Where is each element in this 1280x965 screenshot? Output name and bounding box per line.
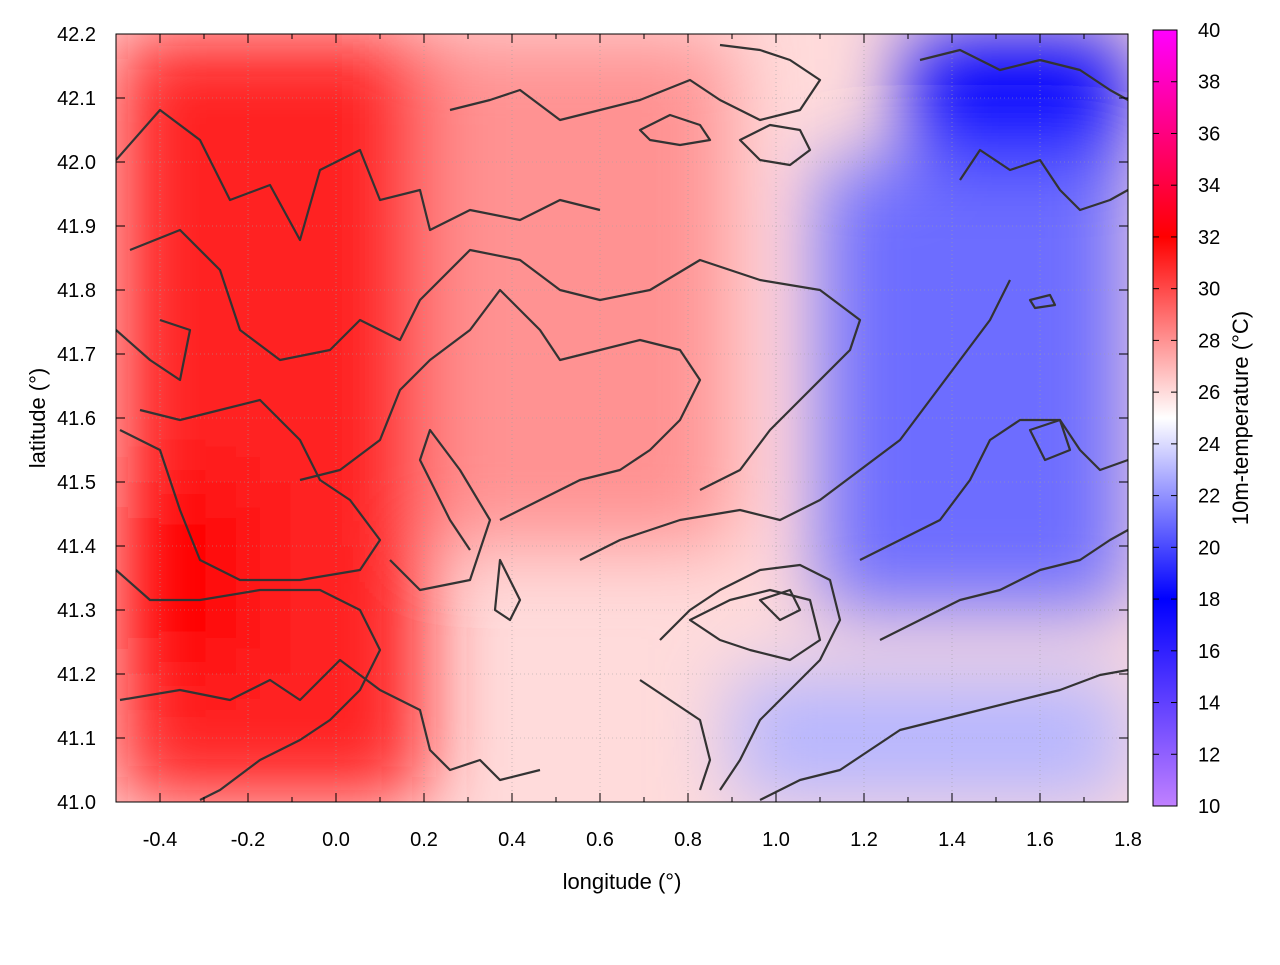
contour-line [299, 288, 702, 521]
x-tick-label: 0.0 [322, 829, 350, 851]
grid-lines [116, 33, 1129, 803]
colorbar-tick-label: 10 [1198, 796, 1220, 818]
contour-line [639, 679, 712, 791]
contour-line [638, 113, 712, 147]
contour-line [116, 569, 382, 801]
x-tick-label: 0.8 [674, 829, 702, 851]
contour-lines [116, 43, 1128, 801]
x-tick-label: 0.6 [586, 829, 614, 851]
x-tick-label: 1.8 [1114, 829, 1142, 851]
y-tick-label: 42.1 [57, 88, 96, 110]
colorbar [1152, 29, 1178, 807]
contour-line [738, 123, 812, 167]
y-tick-label: 41.6 [57, 408, 96, 430]
x-axis-ticks: -0.4 -0.2 0.0 0.2 0.4 0.6 0.8 1.0 1.2 1.4 1.6 1.8 [115, 34, 1142, 851]
heatmap-region-central-warm [424, 34, 732, 546]
x-tick-label: 1.6 [1026, 829, 1054, 851]
contour-line [579, 279, 1011, 561]
x-tick-label: -0.2 [231, 829, 265, 851]
colorbar-tick-label: 30 [1198, 279, 1220, 301]
y-tick-label: 41.5 [57, 472, 96, 494]
y-axis-ticks: 41.0 41.1 41.2 41.3 41.4 41.5 41.6 41.7 41.8 41.9… [57, 24, 1128, 814]
colorbar-tick-label: 18 [1198, 589, 1220, 611]
y-tick-label: 41.4 [57, 536, 96, 558]
colorbar-ticks: 10 12 14 16 18 20 22 24 26 28 30 32 34 36 38 40 [1153, 20, 1220, 818]
contour-line [119, 398, 382, 582]
y-tick-label: 42.2 [57, 24, 96, 46]
x-tick-label: 0.4 [498, 829, 526, 851]
colorbar-tick-label: 38 [1198, 72, 1220, 94]
y-tick-label: 41.9 [57, 216, 96, 238]
y-tick-label: 41.7 [57, 344, 96, 366]
x-tick-label: 1.2 [850, 829, 878, 851]
x-tick-label: 1.4 [938, 829, 966, 851]
colorbar-tick-label: 16 [1198, 641, 1220, 663]
colorbar-tick-label: 14 [1198, 693, 1220, 715]
contour-line [449, 43, 822, 122]
y-tick-label: 41.8 [57, 280, 96, 302]
contour-line [493, 558, 522, 622]
colorbar-tick-label: 22 [1198, 486, 1220, 508]
contour-line [116, 318, 192, 382]
y-axis-label: latitude (°) [25, 368, 50, 469]
colorbar-tick-label: 36 [1198, 123, 1220, 145]
x-tick-label: 1.0 [762, 829, 790, 851]
heatmap-region-east-cool [820, 162, 1128, 610]
colorbar-tick-label: 12 [1198, 744, 1220, 766]
contour-line [659, 563, 842, 791]
colorbar-tick-label: 28 [1198, 330, 1220, 352]
contour-line [389, 428, 492, 592]
contour-line [129, 228, 862, 491]
colorbar-label: 10m-temperature (°C) [1228, 311, 1253, 525]
colorbar-tick-label: 32 [1198, 227, 1220, 249]
contour-line [1028, 418, 1072, 462]
y-tick-label: 41.3 [57, 600, 96, 622]
heatmap-region-west-hot [116, 34, 424, 802]
colorbar-tick-label: 26 [1198, 382, 1220, 404]
colorbar-tick-label: 20 [1198, 537, 1220, 559]
colorbar-tick-label: 24 [1198, 434, 1220, 456]
x-tick-label: 0.2 [410, 829, 438, 851]
x-axis-label: longitude (°) [563, 869, 682, 894]
contour-line [758, 588, 802, 622]
contour-line [879, 529, 1128, 641]
y-tick-label: 42.0 [57, 152, 96, 174]
contour-line [759, 668, 1128, 801]
contour-line [1028, 293, 1057, 310]
contour-line [119, 658, 541, 782]
y-tick-label: 41.0 [57, 792, 96, 814]
contour-line [959, 148, 1128, 212]
y-tick-label: 41.2 [57, 664, 96, 686]
colorbar-tick-label: 40 [1198, 20, 1220, 42]
y-tick-label: 41.1 [57, 728, 96, 750]
contour-line [688, 588, 822, 662]
heatmap-region-south-west-hot [116, 482, 248, 674]
x-tick-label: -0.4 [143, 829, 177, 851]
contour-line [116, 108, 601, 242]
contour-line [859, 418, 1128, 561]
colorbar-tick-label: 34 [1198, 175, 1220, 197]
contour-line [919, 48, 1128, 101]
